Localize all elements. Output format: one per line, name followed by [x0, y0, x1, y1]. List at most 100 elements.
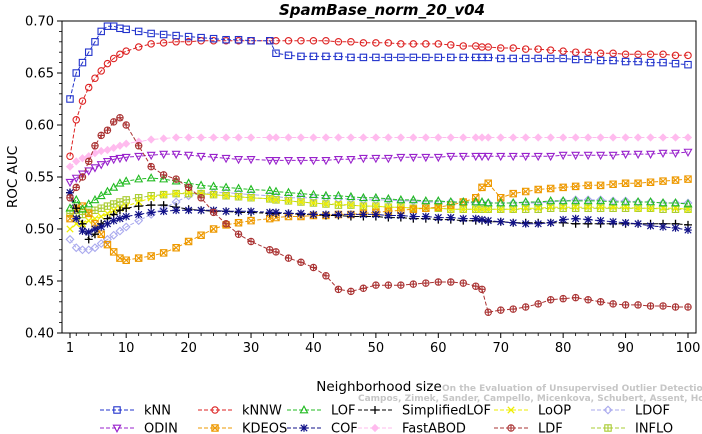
data-point-cof [646, 222, 655, 230]
data-point-knnw [66, 152, 74, 160]
data-point-cof [422, 212, 430, 221]
data-point-fastabod [265, 133, 274, 142]
series-cof [66, 188, 692, 236]
data-point-cof [684, 226, 692, 234]
data-point-lof [646, 197, 656, 206]
data-point-cof [184, 206, 193, 215]
data-point-inflo [621, 204, 630, 212]
data-point-ldf [91, 142, 99, 150]
data-point-knn [297, 52, 305, 61]
data-point-inflo [116, 198, 124, 206]
data-point-kdeos [134, 254, 143, 262]
data-point-knnw [347, 38, 355, 46]
data-point-knnw [91, 74, 99, 82]
data-point-ldf [571, 293, 580, 302]
data-point-odin [171, 150, 181, 160]
data-point-knn [272, 49, 280, 57]
data-point-inflo [659, 205, 667, 213]
data-point-odin [333, 155, 343, 165]
data-point-fastabod [446, 133, 455, 142]
data-point-fastabod [671, 133, 680, 142]
data-point-cof [671, 224, 680, 232]
data-point-kdeos [559, 183, 567, 192]
data-point-kdeos [422, 204, 430, 212]
data-point-cof [496, 217, 505, 226]
data-point-knnw [571, 48, 580, 56]
data-point-knnw [459, 42, 468, 50]
data-point-knnw [359, 39, 368, 47]
data-point-cof [434, 213, 443, 222]
data-point-kdeos [534, 185, 542, 194]
data-point-inflo [97, 204, 105, 212]
data-point-lof [196, 180, 206, 189]
legend-label-kdeos: KDEOS [242, 422, 287, 434]
data-point-loop [472, 205, 480, 213]
data-point-odin [246, 155, 256, 165]
data-point-lof [670, 198, 681, 207]
data-point-cof [91, 225, 99, 233]
data-point-odin [446, 152, 456, 162]
data-point-ldof [84, 245, 94, 255]
data-point-loop [478, 205, 486, 213]
data-point-knnw [384, 39, 393, 47]
data-point-lof [209, 181, 219, 190]
data-point-cof [509, 218, 518, 227]
data-point-loop [571, 203, 580, 211]
data-point-lof [90, 194, 100, 204]
data-point-fastabod [109, 143, 118, 153]
legend-label-ldf: LDF [538, 422, 563, 434]
data-point-kdeos [409, 205, 418, 213]
data-point-cof [309, 210, 318, 219]
x-tick-label: 20 [180, 341, 197, 356]
data-point-simplifiedlof [72, 204, 81, 213]
data-point-ldf [397, 281, 405, 289]
legend-marker-lof [299, 405, 309, 414]
legend-marker-fastabod [370, 423, 380, 433]
data-point-ldof [90, 243, 100, 253]
data-point-knn [434, 53, 443, 62]
data-point-lof [77, 204, 88, 213]
legend-item-fastabod: FastABOD [358, 422, 466, 434]
data-point-knnw [596, 49, 605, 57]
data-point-odin [234, 155, 244, 165]
data-point-ldf [634, 301, 642, 309]
data-point-fastabod [583, 133, 593, 142]
data-point-lof [477, 197, 487, 206]
data-point-ldf [422, 279, 430, 287]
data-point-loop [534, 204, 542, 212]
x-tick-label: 10 [118, 341, 135, 356]
data-point-kdeos [571, 182, 580, 191]
data-point-loop [497, 205, 505, 213]
data-point-lof [383, 193, 393, 203]
data-point-fastabod [334, 133, 343, 142]
data-point-cof [172, 206, 180, 215]
data-point-lof [121, 176, 131, 185]
data-point-odin [396, 153, 406, 163]
series-line-loop [69, 192, 689, 230]
data-point-cof [84, 228, 93, 236]
data-point-inflo [584, 204, 592, 212]
data-point-odin [346, 155, 356, 165]
data-point-knn [509, 54, 517, 63]
data-point-simplifiedlof [147, 201, 156, 210]
data-point-cof [297, 209, 305, 218]
data-point-knnw [609, 49, 617, 57]
data-point-knnw [621, 50, 630, 59]
data-point-kdeos [621, 179, 630, 187]
x-tick-label: 70 [492, 341, 509, 356]
data-point-knnw [684, 51, 692, 60]
data-point-ldf [384, 281, 393, 289]
data-point-odin [221, 154, 231, 164]
data-point-kdeos [147, 252, 155, 260]
data-point-fastabod [471, 133, 480, 142]
data-point-knnw [659, 50, 667, 59]
data-point-loop [159, 191, 168, 199]
data-point-kdeos [159, 249, 168, 257]
data-point-simplifiedlof [122, 204, 131, 213]
legend-item-lof: LOF [287, 404, 356, 419]
data-point-knn [372, 53, 380, 62]
data-point-knn [384, 53, 393, 62]
data-point-knn [459, 53, 468, 62]
data-point-loop [634, 204, 642, 212]
data-point-fastabod [621, 133, 630, 142]
